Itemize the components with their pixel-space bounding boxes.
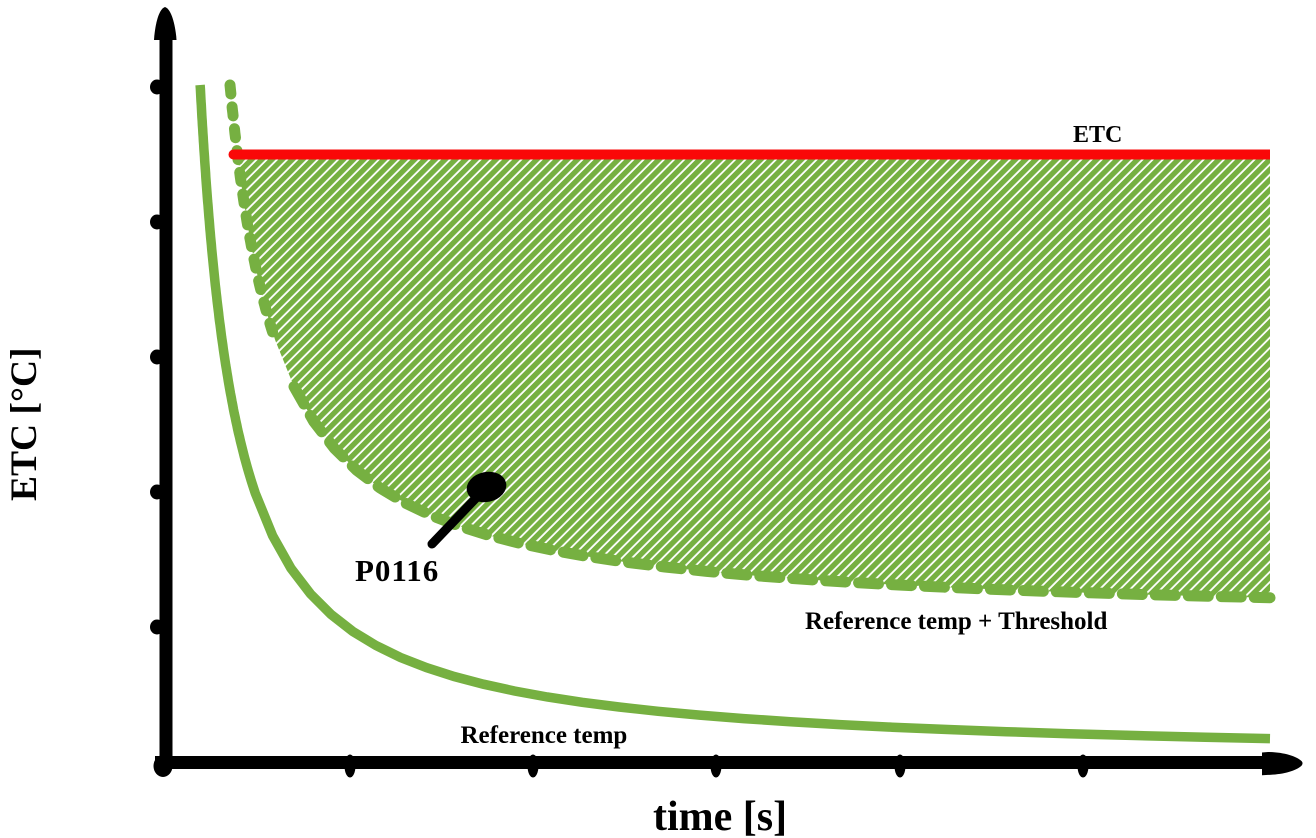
svg-text:time [s]: time [s] bbox=[653, 794, 787, 838]
svg-text:ETC: ETC bbox=[1073, 122, 1122, 148]
svg-text:Reference temp + Threshold: Reference temp + Threshold bbox=[805, 608, 1108, 635]
svg-text:Reference temp: Reference temp bbox=[461, 722, 628, 749]
svg-text:ETC [°C]: ETC [°C] bbox=[4, 347, 45, 501]
svg-text:P0116: P0116 bbox=[355, 553, 439, 588]
